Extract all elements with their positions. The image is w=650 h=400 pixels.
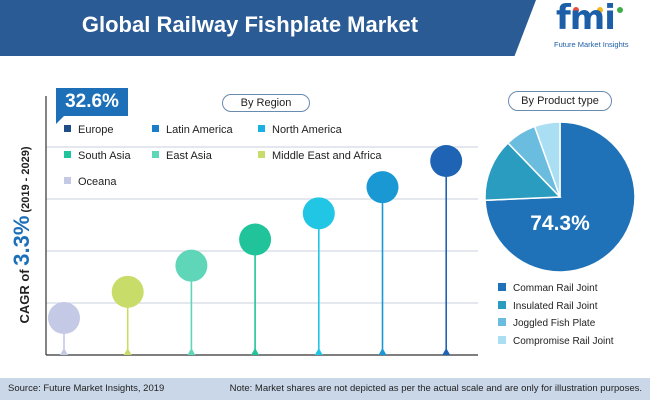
header: Global Railway Fishplate Market fmi Futu… <box>0 0 650 60</box>
share-badge: 32.6% <box>56 88 128 116</box>
legend-label: Comman Rail Joint <box>513 283 598 294</box>
pie-center-label: 74.3% <box>530 212 590 235</box>
logo-subtitle: Future Market Insights <box>554 40 629 49</box>
legend-swatch <box>498 318 506 326</box>
note-text: Note: Market shares are not depicted as … <box>229 383 642 394</box>
product-legend-comman-rail-joint: Comman Rail Joint <box>498 283 597 294</box>
footer: Source: Future Market Insights, 2019 Not… <box>0 378 650 400</box>
legend-label: South Asia <box>78 150 131 162</box>
pie-slice-comman-rail-joint <box>484 121 636 273</box>
product-legend-compromise-rail-joint: Compromise Rail Joint <box>498 335 614 347</box>
bubble-latin-america <box>366 171 399 204</box>
cagr-text: CAGR of 3.3% (2019 - 2029) <box>9 146 35 323</box>
chart-axes <box>45 96 478 356</box>
legend-label: Oceana <box>78 176 117 188</box>
legend-item-east-asia: East Asia <box>152 150 212 162</box>
logo-dots-icon <box>573 7 623 13</box>
legend-label: Insulated Rail Joint <box>513 300 598 312</box>
legend-swatch <box>152 125 159 132</box>
legend-label: Middle East and Africa <box>272 150 382 162</box>
legend-label: Compromise Rail Joint <box>513 335 614 347</box>
legend-item-europe: Europe <box>64 124 113 136</box>
cagr-label: CAGR of 3.3% (2019 - 2029) <box>4 90 40 380</box>
tick-north-america <box>314 348 323 355</box>
legend-item-middle-east-and-africa: Middle East and Africa <box>258 150 381 162</box>
legend-swatch <box>64 177 71 184</box>
legend-item-north-america: North America <box>258 124 342 136</box>
legend-label: North America <box>272 124 342 136</box>
legend-swatch <box>152 151 159 158</box>
legend-swatch <box>64 151 71 158</box>
by-region-pill: By Region <box>222 94 310 112</box>
chart-area <box>45 96 636 356</box>
legend-swatch <box>258 125 265 132</box>
bubble-north-america <box>302 197 335 230</box>
tick-latin-america <box>378 348 387 355</box>
tick-europe <box>442 348 451 355</box>
pie-slice-compromise-rail-joint <box>533 121 561 198</box>
bubble-middle-east-and-africa <box>111 275 144 308</box>
cagr-prefix: CAGR of <box>17 265 32 324</box>
legend-swatch <box>258 151 265 158</box>
bubble-europe <box>430 145 463 177</box>
tick-middle-east-and-africa <box>123 348 132 355</box>
bubble-oceana <box>48 302 80 334</box>
legend-item-latin-america: Latin America <box>152 124 233 136</box>
legend-label: Joggled Fish Plate <box>513 318 596 329</box>
page-title: Global Railway Fishplate Market <box>81 12 419 37</box>
title-bar <box>0 0 536 56</box>
bubble-east-asia <box>175 249 208 282</box>
product-legend-insulated-rail-joint: Insulated Rail Joint <box>498 300 598 312</box>
legend-swatch <box>498 300 506 309</box>
lollipop-stems <box>48 145 463 355</box>
cagr-period: (2019 - 2029) <box>20 146 32 216</box>
legend-label: Europe <box>78 124 114 136</box>
pie-slice-insulated-rail-joint <box>484 141 562 202</box>
logo-mark: fmi <box>556 0 616 38</box>
tick-east-asia <box>187 348 196 355</box>
source-text: Source: Future Market Insights, 2019 <box>8 383 165 394</box>
badge-tail <box>56 116 64 124</box>
pie-chart <box>484 121 636 273</box>
legend-swatch <box>64 125 71 132</box>
legend-label: Latin America <box>166 124 233 136</box>
bubble-south-asia <box>239 223 272 256</box>
tick-oceana <box>60 348 68 355</box>
legend-label: East Asia <box>166 150 212 162</box>
legend-swatch <box>498 283 506 291</box>
tick-south-asia <box>251 348 260 355</box>
legend-item-south-asia: South Asia <box>64 150 131 162</box>
legend-item-oceana: Oceana <box>64 176 117 188</box>
product-legend-joggled-fish-plate: Joggled Fish Plate <box>498 318 595 329</box>
legend-swatch <box>498 335 506 344</box>
cagr-value: 3.3% <box>9 215 34 266</box>
fmi-logo: fmi Future Market Insights <box>546 0 646 56</box>
by-product-pill: By Product type <box>508 91 612 111</box>
